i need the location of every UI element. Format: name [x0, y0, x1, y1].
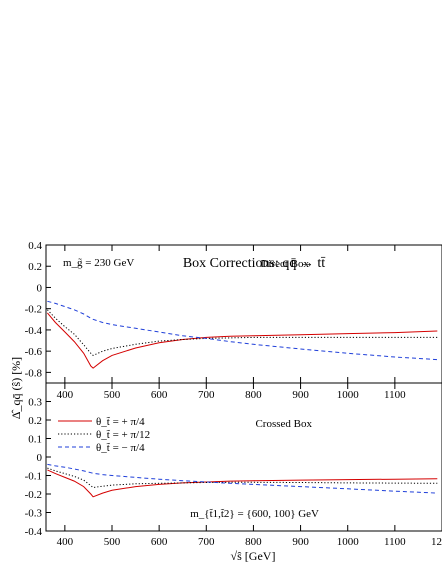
bottom-series-line-2 — [47, 467, 438, 489]
top-y-tick-label: -0.4 — [25, 325, 43, 337]
bottom-x-tick-label: 1100 — [384, 536, 406, 548]
bottom-x-tick-label: 500 — [104, 536, 121, 548]
top-y-tick-label: -0.2 — [25, 304, 42, 316]
bottom-y-tick-label: -0.1 — [25, 471, 42, 483]
legend-label-3: θ_t̃ = − π/4 — [96, 442, 145, 454]
bottom-y-tick-label: 0 — [37, 452, 43, 464]
bottom-y-tick-label: -0.2 — [25, 489, 42, 501]
bottom-y-tick-label: 0.1 — [28, 434, 42, 446]
chart-title: Box Corrections: qq̄ → tt̄ — [183, 256, 326, 271]
legend: θ_t̃ = + π/4θ_t̃ = + π/12θ_t̃ = − π/4 — [58, 416, 150, 454]
bottom-y-tick-label: 0.2 — [28, 415, 42, 427]
top-panel: 0.4 0.2 0 -0.2 -0.4 -0.6 -0.8 400 500 600 700 800 90… — [25, 240, 442, 401]
top-x-tick-label: 1100 — [384, 389, 406, 401]
bottom-y-tick-label: -0.3 — [25, 508, 43, 520]
bottom-x-tick-label: 600 — [151, 536, 168, 548]
bottom-x-tick-label: 700 — [198, 536, 215, 548]
bottom-x-tick-label: 400 — [57, 536, 74, 548]
top-x-tick-label: 800 — [245, 389, 262, 401]
legend-label-2: θ_t̃ = + π/12 — [96, 429, 150, 441]
bottom-series-line-1 — [47, 469, 438, 498]
top-series-line-1 — [47, 312, 438, 369]
bottom-x-tick-label: 1200 — [431, 536, 442, 548]
y-axis-label: Δ̂_qq̄ (ŝ) [%] — [9, 357, 23, 419]
x-axis-label: √ŝ [GeV] — [231, 549, 276, 563]
top-x-tick-label: 600 — [151, 389, 168, 401]
top-y-tick-label: -0.8 — [25, 367, 43, 379]
top-y-tick-label: 0 — [37, 282, 43, 294]
top-series-line-3 — [47, 300, 438, 361]
top-x-tick-label: 900 — [292, 389, 309, 401]
bottom-series-line-3 — [47, 463, 438, 494]
bottom-annotation-crossed-box: Crossed Box — [255, 418, 312, 430]
top-annotation-gluino-mass: m_g̃ = 230 GeV — [63, 257, 134, 269]
top-x-tick-label: 1000 — [337, 389, 360, 401]
bottom-y-tick-label: 0.3 — [28, 397, 42, 409]
top-x-tick-label: 500 — [104, 389, 121, 401]
top-y-tick-label: -0.6 — [25, 346, 43, 358]
top-annotation-direct-box: Direct Box — [260, 258, 309, 270]
bottom-x-tick-label: 1000 — [337, 536, 360, 548]
bottom-y-tick-label: -0.4 — [25, 526, 43, 538]
bottom-annotation-stop-masses: m_{t̃1,t̃2} = {600, 100} GeV — [190, 508, 319, 520]
top-x-tick-label: 400 — [57, 389, 74, 401]
legend-label-1: θ_t̃ = + π/4 — [96, 416, 145, 428]
top-x-tick-label: 700 — [198, 389, 215, 401]
bottom-panel: 0.3 0.2 0.1 0 -0.1 -0.2 -0.3 -0.4 400 500 600 700 80… — [25, 382, 442, 548]
top-series-line-2 — [47, 309, 438, 356]
bottom-x-tick-label: 900 — [292, 536, 309, 548]
top-y-tick-label: 0.2 — [28, 261, 42, 273]
bottom-x-tick-label: 800 — [245, 536, 262, 548]
top-y-tick-label: 0.4 — [28, 240, 42, 252]
